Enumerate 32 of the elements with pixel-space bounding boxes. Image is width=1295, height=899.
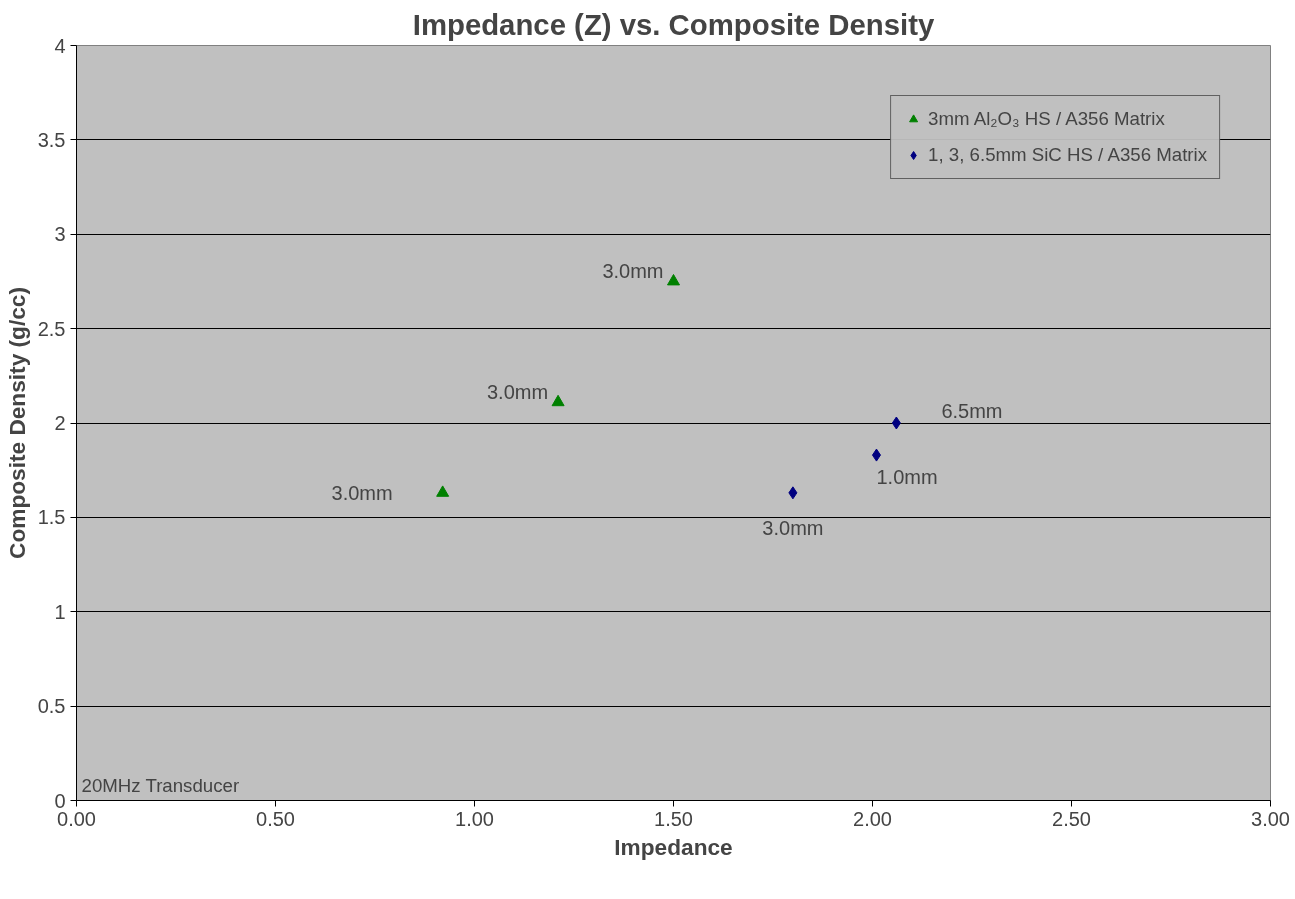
point <box>788 486 798 500</box>
y-tick-label: 4 <box>54 34 66 57</box>
x-tick-label: 1.00 <box>455 807 494 830</box>
point <box>891 416 901 430</box>
x-axis-title: Impedance <box>614 833 733 860</box>
x-tick-label: 3.00 <box>1251 807 1290 830</box>
y-tick-label: 1 <box>54 600 66 623</box>
annotation: 3.0mm <box>602 260 664 283</box>
x-tick-label: 0.50 <box>256 807 295 830</box>
point <box>871 448 881 462</box>
annotation: 3.0mm <box>762 516 824 539</box>
y-tick-label: 3.5 <box>37 128 66 151</box>
chart-title: Impedance (Z) vs. Composite Density <box>412 7 935 41</box>
y-tick-label: 2 <box>54 412 66 434</box>
annotation: 3.0mm <box>486 381 549 404</box>
annotation: 1.0mm <box>876 466 938 489</box>
point <box>436 485 450 497</box>
point <box>551 394 565 407</box>
y-tick-label: 0.5 <box>37 695 66 718</box>
legend-label: 1, 3, 6.5mm SiC HS / A356 Matrix <box>928 144 1207 166</box>
annotation: 6.5mm <box>941 400 1003 422</box>
y-tick-label: 2.5 <box>37 317 66 340</box>
point <box>667 274 680 286</box>
x-tick-label: 2.50 <box>1052 807 1091 830</box>
x-tick-label: 2.00 <box>853 807 892 830</box>
annotation: 3.0mm <box>331 481 393 504</box>
y-tick-label: 1.5 <box>37 506 66 529</box>
y-tick-label: 3 <box>54 223 66 246</box>
x-tick-label: 1.50 <box>654 807 693 830</box>
annotation: 20MHz Transducer <box>81 774 240 796</box>
y-axis-title: Composite Density (g/cc) <box>3 287 30 559</box>
legend-label: 3mm Al₂O₃ HS / A356 Matrix <box>928 108 1165 130</box>
